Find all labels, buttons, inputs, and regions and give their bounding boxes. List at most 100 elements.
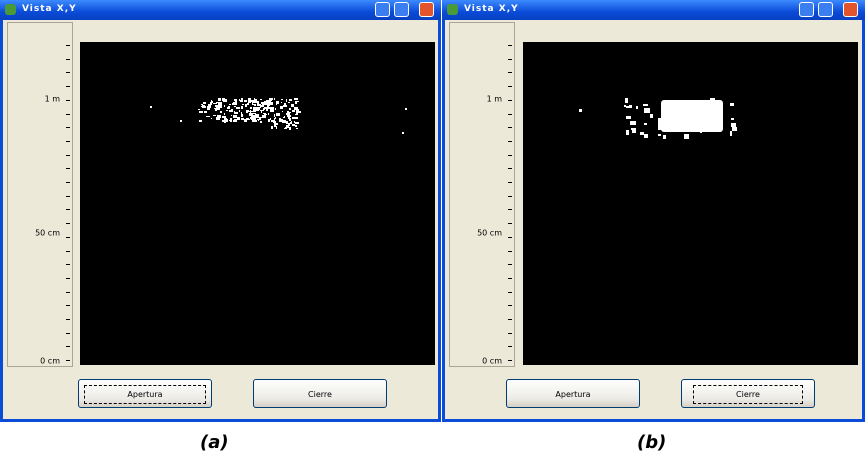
point (150, 106, 152, 108)
point (732, 127, 738, 131)
point (644, 108, 650, 113)
axis-panel: 1 m 50 cm 0 cm (449, 22, 515, 367)
point (290, 122, 291, 124)
tick (66, 333, 70, 334)
point (295, 122, 299, 123)
point (233, 120, 235, 121)
depth-view (523, 42, 858, 365)
tick (508, 127, 512, 128)
point (283, 105, 287, 106)
tick (508, 251, 512, 252)
point (295, 101, 297, 104)
point (257, 104, 261, 106)
point (260, 99, 262, 101)
point (218, 98, 221, 101)
minimize-button[interactable] (799, 2, 814, 17)
point (249, 114, 252, 115)
point (180, 120, 182, 122)
point (213, 115, 216, 116)
axis-label: 50 cm (477, 229, 502, 238)
title-bar: Vista X,Y (0, 0, 441, 20)
point (644, 134, 649, 137)
tick (66, 292, 70, 293)
tick (508, 114, 512, 115)
point (242, 104, 244, 105)
point (271, 126, 273, 129)
point (275, 108, 276, 110)
point (296, 128, 298, 129)
button-label: Cierre (696, 388, 800, 401)
point (221, 112, 222, 113)
point (294, 108, 297, 110)
point (248, 98, 251, 101)
tick (508, 305, 512, 306)
tick (66, 319, 70, 320)
tick (508, 182, 512, 183)
point (260, 121, 263, 124)
point (270, 109, 274, 111)
point (711, 126, 713, 130)
point (274, 114, 275, 117)
point (244, 100, 247, 101)
window-title: Vista X,Y (22, 4, 77, 14)
axis-label: 0 cm (482, 357, 502, 366)
point (237, 117, 239, 119)
point (730, 103, 734, 106)
axis-label: 0 cm (40, 357, 60, 366)
point (295, 125, 297, 126)
point (235, 112, 238, 114)
point (730, 131, 732, 136)
point (715, 124, 720, 128)
tick (508, 264, 512, 265)
point (268, 113, 270, 116)
point (690, 123, 692, 126)
point (274, 98, 275, 100)
point (677, 109, 679, 113)
point (271, 107, 274, 109)
maximize-button[interactable] (818, 2, 833, 17)
point (289, 112, 291, 113)
point (215, 109, 217, 110)
tick (508, 86, 512, 87)
point (218, 102, 221, 105)
window: Vista X,Y 1 m 50 cm 0 cm Apertura Cierre (442, 0, 865, 422)
axis-label: 1 m (487, 95, 502, 104)
button-label: Apertura (555, 390, 590, 399)
window-title: Vista X,Y (464, 4, 519, 14)
tick (508, 196, 512, 197)
point (237, 119, 240, 121)
point (214, 108, 217, 109)
point (281, 99, 283, 101)
tick (66, 305, 70, 306)
point (266, 108, 268, 111)
point (216, 117, 219, 120)
point (231, 115, 232, 116)
point (643, 104, 648, 106)
minimize-button[interactable] (375, 2, 390, 17)
point (203, 102, 206, 104)
tick (508, 333, 512, 334)
point (241, 98, 243, 101)
close-button[interactable]: Cierre (681, 379, 815, 408)
point (252, 103, 254, 105)
tick (508, 45, 512, 46)
close-button[interactable]: Cierre (253, 379, 387, 408)
point (270, 98, 272, 100)
point (229, 110, 233, 111)
tick (508, 141, 512, 142)
tick (508, 155, 512, 156)
close-button[interactable] (843, 2, 858, 17)
open-button[interactable]: Apertura (78, 379, 212, 408)
open-button[interactable]: Apertura (506, 379, 640, 408)
close-button[interactable] (419, 2, 434, 17)
point (199, 111, 202, 113)
maximize-button[interactable] (394, 2, 409, 17)
point (262, 115, 266, 117)
point (288, 102, 289, 103)
point (218, 107, 221, 109)
title-bar: Vista X,Y (442, 0, 865, 20)
point (259, 117, 261, 119)
tick (66, 141, 70, 142)
tick (66, 278, 70, 279)
tick (508, 237, 512, 238)
